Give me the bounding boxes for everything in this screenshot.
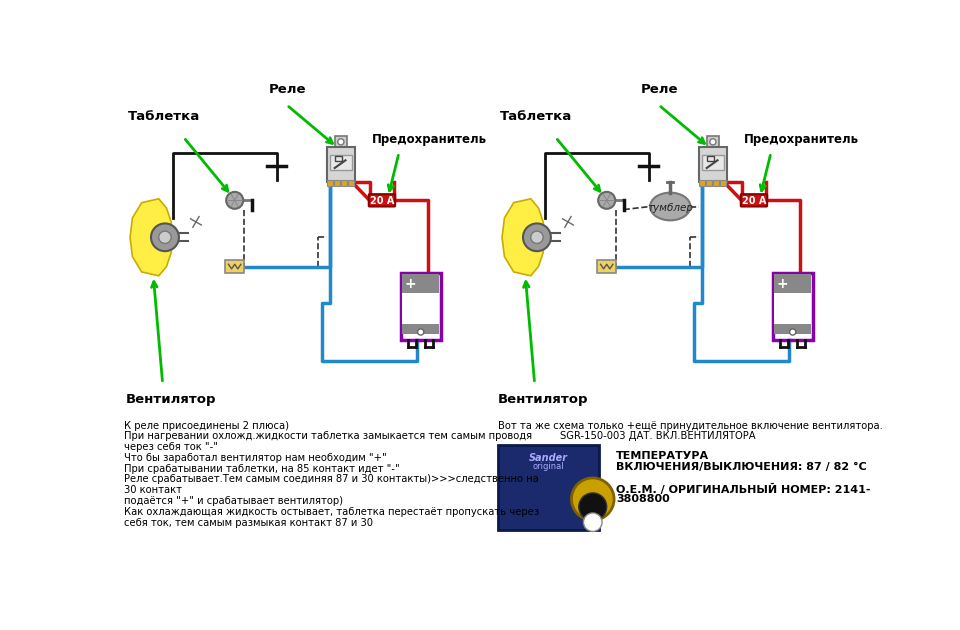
Circle shape <box>158 231 171 243</box>
Bar <box>774 274 811 293</box>
Text: Таблетка: Таблетка <box>500 110 572 123</box>
Bar <box>402 324 440 335</box>
Text: Реле: Реле <box>269 83 306 96</box>
Bar <box>773 273 813 340</box>
Circle shape <box>531 231 543 243</box>
Text: 30 контакт: 30 контакт <box>124 485 181 495</box>
Text: Таблетка: Таблетка <box>128 110 200 123</box>
Bar <box>774 324 811 335</box>
Text: Вот та же схема только +ещё принудительное включение вентилятора.: Вот та же схема только +ещё принудительн… <box>498 421 883 430</box>
Bar <box>402 274 440 293</box>
Ellipse shape <box>650 193 690 220</box>
Text: Вентилятор: Вентилятор <box>498 393 588 406</box>
Text: К реле присоединены 2 плюса): К реле присоединены 2 плюса) <box>124 421 289 430</box>
Bar <box>226 260 244 273</box>
Polygon shape <box>130 199 173 276</box>
Text: тумблер: тумблер <box>647 203 693 213</box>
Bar <box>702 155 724 170</box>
Text: +: + <box>404 277 416 290</box>
Circle shape <box>584 513 602 532</box>
Bar <box>327 147 355 182</box>
Bar <box>707 137 719 147</box>
Text: При нагревании охложд.жидкости таблетка замыкается тем самым проводя: При нагревании охложд.жидкости таблетка … <box>124 432 532 442</box>
Text: 3808800: 3808800 <box>616 495 670 505</box>
Circle shape <box>579 493 607 520</box>
Text: ВКЛЮЧЕНИЯ/ВЫКЛЮЧЕНИЯ: 87 / 82 °C: ВКЛЮЧЕНИЯ/ВЫКЛЮЧЕНИЯ: 87 / 82 °C <box>616 462 867 472</box>
Bar <box>348 180 354 186</box>
Bar <box>597 260 616 273</box>
Text: Sander: Sander <box>529 453 568 463</box>
Text: Предохранитель: Предохранитель <box>372 134 487 146</box>
Bar <box>402 293 440 324</box>
Text: через себя ток "-": через себя ток "-" <box>124 442 218 452</box>
Bar <box>335 137 348 147</box>
Bar <box>699 147 727 182</box>
Bar <box>335 156 343 161</box>
Text: 20 А: 20 А <box>742 196 766 206</box>
Text: Вентилятор: Вентилятор <box>126 393 217 406</box>
Circle shape <box>418 329 423 335</box>
Text: подаётся "+" и срабатывает вентилятор): подаётся "+" и срабатывает вентилятор) <box>124 496 343 506</box>
FancyBboxPatch shape <box>369 194 396 207</box>
FancyBboxPatch shape <box>741 194 767 207</box>
Text: себя ток, тем самым размыкая контакт 87 и 30: себя ток, тем самым размыкая контакт 87 … <box>124 518 372 527</box>
Text: +: + <box>776 277 787 290</box>
Bar <box>327 180 333 186</box>
Circle shape <box>523 224 551 251</box>
Circle shape <box>789 329 796 335</box>
Text: О.Е.М. / ОРИГИНАЛЬНЫЙ НОМЕР: 2141-: О.Е.М. / ОРИГИНАЛЬНЫЙ НОМЕР: 2141- <box>616 484 871 495</box>
Bar <box>341 180 348 186</box>
Text: Предохранитель: Предохранитель <box>744 134 859 146</box>
Bar <box>699 180 706 186</box>
Bar <box>706 180 712 186</box>
Polygon shape <box>502 199 544 276</box>
Bar <box>498 445 599 530</box>
Circle shape <box>709 139 716 145</box>
Text: Реле: Реле <box>641 83 679 96</box>
Text: Что бы заработал вентилятор нам необходим "+": Что бы заработал вентилятор нам необходи… <box>124 453 387 463</box>
Text: 20 А: 20 А <box>370 196 395 206</box>
Bar <box>400 273 441 340</box>
Bar <box>330 155 351 170</box>
Bar <box>774 293 811 324</box>
Circle shape <box>151 224 179 251</box>
Text: При срабатывании таблетки, на 85 контакт идет "-": При срабатывании таблетки, на 85 контакт… <box>124 464 399 474</box>
Circle shape <box>598 192 615 209</box>
Circle shape <box>227 192 243 209</box>
Bar <box>334 180 340 186</box>
Text: Как охлаждающая жидкость остывает, таблетка перестаёт пропускать через: Как охлаждающая жидкость остывает, табле… <box>124 507 539 517</box>
Text: SGR-150-003 ДАТ. ВКЛ.ВЕНТИЛЯТОРА: SGR-150-003 ДАТ. ВКЛ.ВЕНТИЛЯТОРА <box>561 432 756 442</box>
Bar <box>707 156 714 161</box>
Bar <box>713 180 719 186</box>
Text: Реле срабатывает.Тем самым соединяя 87 и 30 контакты)>>>следственно на: Реле срабатывает.Тем самым соединяя 87 и… <box>124 474 539 484</box>
Circle shape <box>338 139 344 145</box>
Text: original: original <box>533 462 564 471</box>
Bar <box>720 180 726 186</box>
Ellipse shape <box>571 478 614 520</box>
Text: ТЕМПЕРАТУРА: ТЕМПЕРАТУРА <box>616 451 709 461</box>
